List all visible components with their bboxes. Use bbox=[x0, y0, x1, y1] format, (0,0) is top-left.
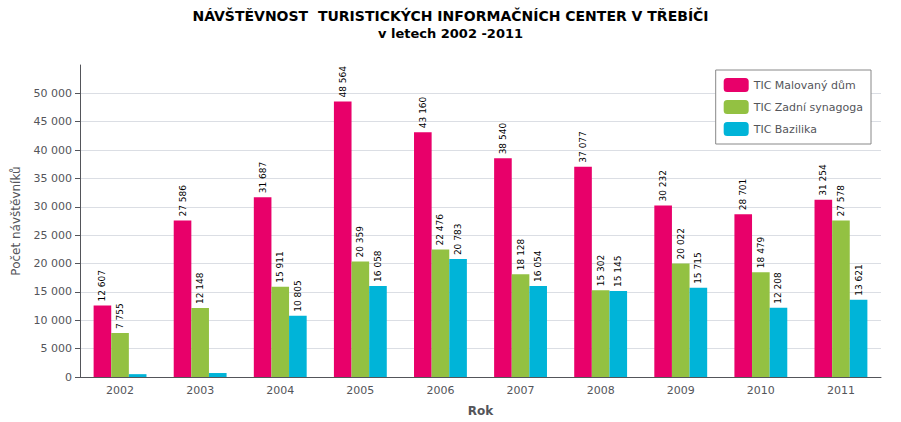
svg-text:TIC Bazilika: TIC Bazilika bbox=[753, 123, 817, 136]
svg-text:18 128: 18 128 bbox=[516, 238, 526, 270]
svg-text:31 687: 31 687 bbox=[258, 162, 268, 194]
svg-text:13 621: 13 621 bbox=[854, 264, 864, 296]
svg-text:NÁVŠTĚVNOST TURISTICKÝCH INFO: NÁVŠTĚVNOST TURISTICKÝCH INFORMAČNÍCH CE… bbox=[192, 7, 708, 24]
svg-text:25 000: 25 000 bbox=[34, 229, 73, 242]
svg-text:TIC Malovaný dům: TIC Malovaný dům bbox=[753, 79, 856, 92]
svg-text:12 607: 12 607 bbox=[97, 270, 107, 302]
svg-text:28 701: 28 701 bbox=[738, 179, 748, 211]
svg-text:45 000: 45 000 bbox=[34, 115, 73, 128]
svg-text:27 578: 27 578 bbox=[836, 185, 846, 217]
svg-text:30 232: 30 232 bbox=[658, 170, 668, 202]
svg-text:0: 0 bbox=[65, 371, 72, 384]
svg-text:2007: 2007 bbox=[507, 384, 535, 397]
svg-text:48 564: 48 564 bbox=[338, 66, 348, 98]
svg-text:2008: 2008 bbox=[587, 384, 615, 397]
svg-text:10 805: 10 805 bbox=[293, 280, 303, 312]
svg-text:15 145: 15 145 bbox=[613, 256, 623, 288]
svg-text:15 911: 15 911 bbox=[275, 251, 285, 283]
svg-text:2010: 2010 bbox=[747, 384, 775, 397]
svg-text:38 540: 38 540 bbox=[498, 123, 508, 155]
svg-text:37 077: 37 077 bbox=[578, 131, 588, 163]
svg-text:5 000: 5 000 bbox=[41, 342, 73, 355]
svg-text:20 359: 20 359 bbox=[355, 226, 365, 258]
svg-text:20 783: 20 783 bbox=[453, 224, 463, 256]
svg-text:20 022: 20 022 bbox=[676, 228, 686, 260]
svg-text:40 000: 40 000 bbox=[34, 144, 73, 157]
svg-text:15 000: 15 000 bbox=[34, 285, 73, 298]
svg-text:16 054: 16 054 bbox=[533, 250, 543, 282]
svg-text:Rok: Rok bbox=[468, 404, 494, 418]
svg-text:31 254: 31 254 bbox=[818, 164, 828, 196]
svg-text:12 148: 12 148 bbox=[195, 272, 205, 304]
svg-text:15 715: 15 715 bbox=[693, 252, 703, 284]
svg-text:Počet návštěvníků: Počet návštěvníků bbox=[9, 166, 23, 275]
svg-text:2009: 2009 bbox=[667, 384, 695, 397]
svg-text:7 755: 7 755 bbox=[115, 303, 125, 329]
svg-text:35 000: 35 000 bbox=[34, 172, 73, 185]
svg-text:27 586: 27 586 bbox=[178, 185, 188, 217]
svg-text:10 000: 10 000 bbox=[34, 314, 73, 327]
svg-text:30 000: 30 000 bbox=[34, 200, 73, 213]
svg-text:2003: 2003 bbox=[186, 384, 214, 397]
svg-text:2004: 2004 bbox=[266, 384, 294, 397]
svg-text:15 302: 15 302 bbox=[596, 255, 606, 287]
svg-text:2011: 2011 bbox=[827, 384, 855, 397]
svg-text:20 000: 20 000 bbox=[34, 257, 73, 270]
svg-text:22 476: 22 476 bbox=[435, 214, 445, 246]
svg-text:12 208: 12 208 bbox=[773, 272, 783, 304]
svg-text:2002: 2002 bbox=[106, 384, 134, 397]
svg-text:TIC Zadní synagoga: TIC Zadní synagoga bbox=[753, 101, 863, 114]
svg-text:18 479: 18 479 bbox=[756, 236, 766, 268]
svg-text:43 160: 43 160 bbox=[418, 96, 428, 128]
svg-text:16 058: 16 058 bbox=[373, 250, 383, 282]
svg-text:2005: 2005 bbox=[346, 384, 374, 397]
svg-text:2006: 2006 bbox=[426, 384, 454, 397]
svg-text:50 000: 50 000 bbox=[34, 87, 73, 100]
svg-text:v letech 2002 -2011: v letech 2002 -2011 bbox=[378, 26, 523, 41]
